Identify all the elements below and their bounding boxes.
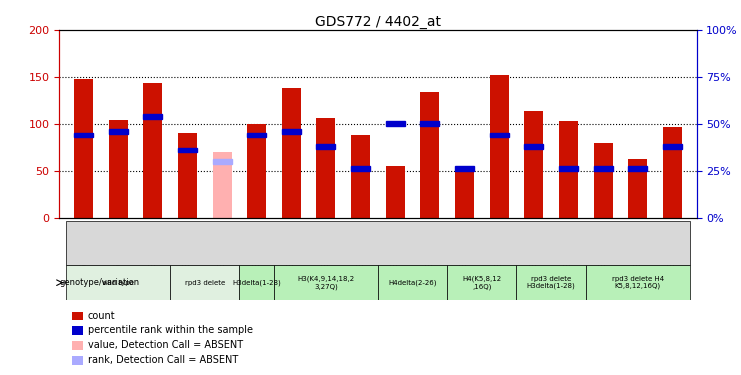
Bar [72,326,84,335]
Bar [213,152,232,217]
Bar [316,118,336,218]
Bar [143,84,162,218]
Bar [282,88,301,218]
Text: H3delta(1-28): H3delta(1-28) [233,279,281,286]
Text: value, Detection Call = ABSENT: value, Detection Call = ABSENT [88,340,243,350]
Bar [594,144,613,218]
Bar [170,266,239,300]
Bar [351,166,370,171]
Bar [455,171,474,217]
Bar [247,133,266,137]
Bar [74,133,93,137]
Bar [447,266,516,300]
Bar [66,221,690,265]
Text: percentile rank within the sample: percentile rank within the sample [88,326,253,336]
Bar [559,166,578,171]
Text: wild type: wild type [102,280,134,286]
Bar [662,144,682,148]
Bar [386,166,405,218]
Bar [109,120,127,218]
Bar [628,166,647,171]
Bar [490,75,508,217]
Bar [274,266,378,300]
Text: genotype/variation: genotype/variation [60,278,140,287]
Bar [74,79,93,218]
Text: rpd3 delete H4
K5,8,12,16Q): rpd3 delete H4 K5,8,12,16Q) [611,276,664,290]
Text: H4delta(2-26): H4delta(2-26) [388,279,436,286]
Bar [628,159,647,218]
Bar [316,144,336,148]
Bar [178,133,197,218]
Bar [66,266,170,300]
Text: rpd3 delete
H3delta(1-28): rpd3 delete H3delta(1-28) [527,276,576,290]
Bar [420,122,439,126]
Bar [239,266,274,300]
Bar [247,124,266,218]
Bar [516,266,585,300]
Bar [351,135,370,218]
Text: rank, Detection Call = ABSENT: rank, Detection Call = ABSENT [88,355,238,365]
Text: H3(K4,9,14,18,2
3,27Q): H3(K4,9,14,18,2 3,27Q) [297,276,354,290]
Bar [72,356,84,365]
Bar [490,133,508,137]
Bar [213,159,232,164]
Bar [524,111,543,218]
Text: H4(K5,8,12
,16Q): H4(K5,8,12 ,16Q) [462,276,502,290]
Bar [178,148,197,152]
Bar [420,92,439,218]
Text: rpd3 delete: rpd3 delete [185,280,225,286]
Bar [109,129,127,134]
Bar [72,312,84,320]
Bar [559,121,578,218]
Text: count: count [88,310,116,321]
Bar [585,266,690,300]
Bar [386,122,405,126]
Bar [143,114,162,118]
Bar [662,127,682,218]
Bar [524,144,543,148]
Bar [594,166,613,171]
Bar [455,166,474,171]
Bar [72,341,84,350]
Bar [378,266,447,300]
Title: GDS772 / 4402_at: GDS772 / 4402_at [315,15,441,29]
Bar [282,129,301,134]
